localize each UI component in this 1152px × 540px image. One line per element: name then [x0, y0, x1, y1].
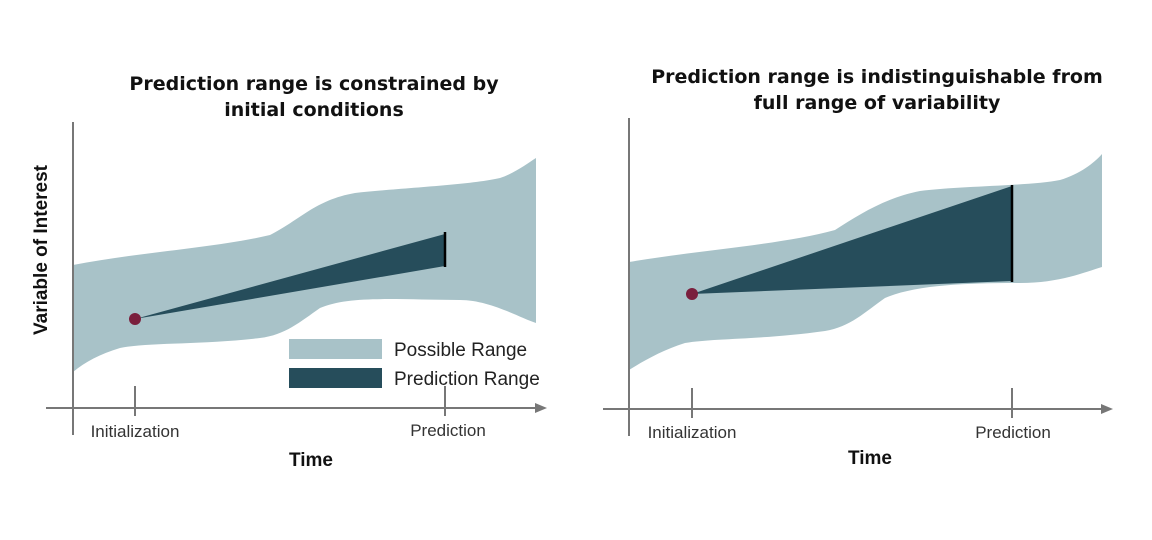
right-title-line-2: full range of variability: [754, 92, 1001, 114]
right-initialization-point: [686, 288, 698, 300]
legend-swatch-possible-range: [289, 339, 382, 359]
legend-swatch-prediction-range: [289, 368, 382, 388]
left-title-line-2: initial conditions: [224, 99, 404, 121]
left-possible-range-band: [73, 158, 536, 372]
left-title-line-1: Prediction range is constrained by: [129, 73, 499, 95]
right-title-line-1: Prediction range is indistinguishable fr…: [651, 66, 1103, 88]
right-prediction-range-wedge: [692, 186, 1012, 294]
left-prediction-range-wedge: [135, 234, 445, 319]
right-panel: Prediction range is indistinguishable fr…: [603, 66, 1113, 469]
legend-label-possible-range: Possible Range: [394, 340, 527, 361]
y-axis-label: Variable of Interest: [31, 164, 52, 335]
left-initialization-point: [129, 313, 141, 325]
left-x-axis-arrow: [535, 403, 547, 413]
left-tick-label-initialization: Initialization: [91, 422, 180, 441]
legend-label-prediction-range: Prediction Range: [394, 369, 540, 390]
left-x-axis-label: Time: [289, 450, 333, 471]
left-panel: Prediction range is constrained by initi…: [31, 73, 547, 471]
right-x-axis-label: Time: [848, 448, 892, 469]
legend: Possible Range Prediction Range: [289, 339, 540, 390]
right-x-axis-arrow: [1101, 404, 1113, 414]
left-tick-label-prediction: Prediction: [410, 421, 486, 440]
right-tick-label-initialization: Initialization: [648, 423, 737, 442]
right-tick-label-prediction: Prediction: [975, 423, 1051, 442]
